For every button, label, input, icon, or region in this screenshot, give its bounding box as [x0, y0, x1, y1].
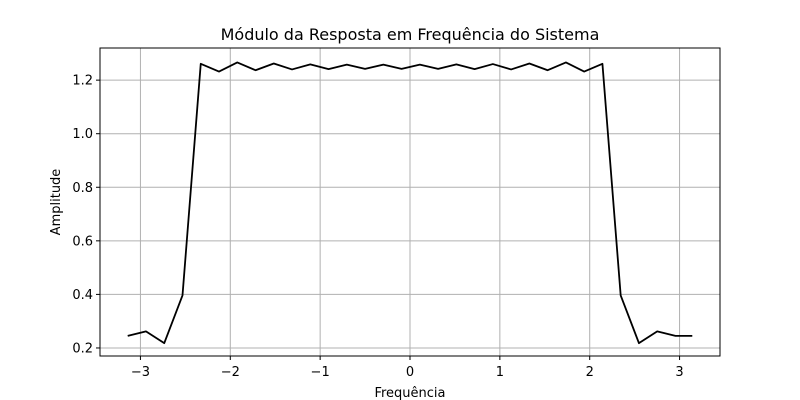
x-tick-label: 3: [675, 365, 683, 380]
y-tick-label: 0.2: [72, 341, 93, 356]
y-axis-label: Amplitude: [49, 169, 64, 236]
x-tick-label: −2: [221, 365, 240, 380]
x-axis-label: Frequência: [374, 386, 445, 400]
y-tick-label: 1.2: [72, 74, 93, 89]
x-tick-label: −1: [311, 365, 330, 380]
ticks: −3 −2 −1 0 1 2 3 0.2 0.4 0.6 0.8 1.0 1.2: [72, 74, 683, 380]
x-tick-label: 1: [496, 365, 504, 380]
chart-title: Módulo da Resposta em Frequência do Sist…: [221, 25, 600, 44]
series-layer: [127, 61, 693, 345]
y-tick-label: 0.4: [72, 288, 93, 303]
x-tick-label: 2: [586, 365, 594, 380]
x-tick-label: 0: [406, 365, 414, 380]
series-line: [127, 61, 693, 345]
x-tick-label: −3: [131, 365, 150, 380]
y-tick-label: 0.8: [72, 181, 93, 196]
y-tick-label: 0.6: [72, 234, 93, 249]
y-tick-label: 1.0: [72, 127, 93, 142]
